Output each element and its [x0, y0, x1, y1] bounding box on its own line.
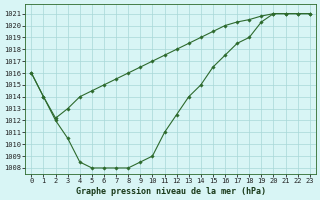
X-axis label: Graphe pression niveau de la mer (hPa): Graphe pression niveau de la mer (hPa) — [76, 187, 266, 196]
